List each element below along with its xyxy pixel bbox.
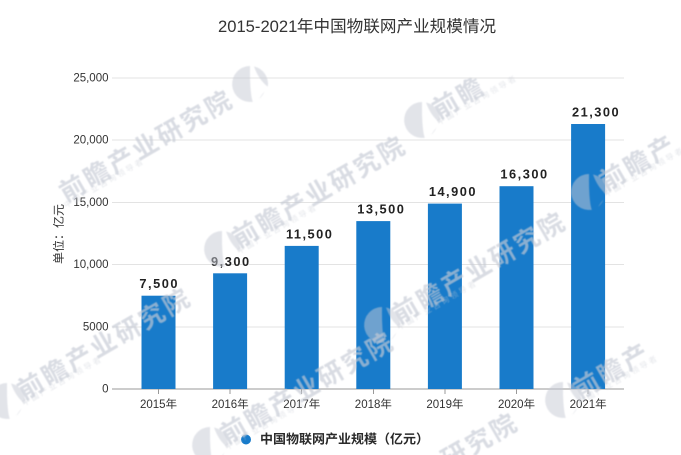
svg-text:14,900: 14,900 — [429, 184, 477, 199]
svg-text:25,000: 25,000 — [73, 73, 108, 85]
svg-text:15,000: 15,000 — [73, 197, 108, 209]
svg-text:10,000: 10,000 — [73, 259, 108, 271]
svg-text:21,300: 21,300 — [572, 105, 620, 120]
svg-text:2020: 2020 — [498, 399, 524, 411]
svg-text:2018: 2018 — [355, 399, 381, 411]
svg-text:7,500: 7,500 — [139, 276, 179, 291]
svg-text:2016: 2016 — [212, 399, 238, 411]
svg-text:11,500: 11,500 — [286, 226, 333, 241]
svg-text:13,500: 13,500 — [357, 202, 405, 217]
svg-text:2021: 2021 — [570, 399, 596, 411]
svg-text:16,300: 16,300 — [500, 167, 548, 182]
svg-text:2015-2021: 2015-2021 — [218, 17, 297, 36]
svg-text:20,000: 20,000 — [73, 135, 108, 147]
svg-text:2015: 2015 — [140, 399, 166, 411]
svg-text:0: 0 — [102, 384, 108, 396]
svg-text:5000: 5000 — [83, 321, 109, 333]
svg-text:2019: 2019 — [426, 399, 452, 411]
